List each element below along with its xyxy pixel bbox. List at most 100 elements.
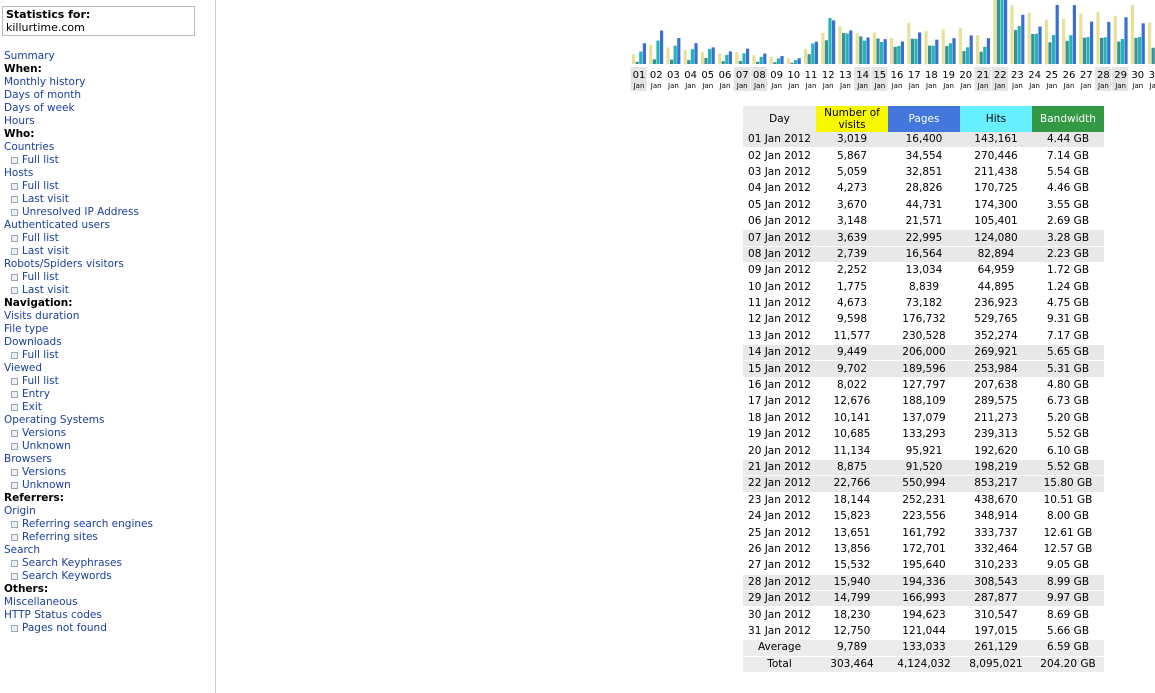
statistics-for-label: Statistics for: — [6, 8, 91, 21]
nav-subitem[interactable]: Referring search engines — [4, 518, 214, 531]
table-row: 17 Jan 2012 12,676 188,109 289,575 6.73 GB — [743, 394, 1104, 411]
cell-day: Total — [743, 656, 816, 673]
x-tick-month-label: Jan — [856, 82, 868, 90]
site-name: killurtime.com — [6, 21, 85, 34]
nav-subitem[interactable]: Full list — [4, 154, 214, 167]
table-row: 15 Jan 2012 9,702 189,596 253,984 5.31 GB — [743, 361, 1104, 378]
nav-subitem[interactable]: Versions — [4, 466, 214, 479]
cell-hits: 261,129 — [960, 640, 1032, 657]
cell-pages: 550,994 — [888, 476, 960, 493]
nav-link[interactable]: Miscellaneous — [4, 596, 78, 608]
x-tick-label: 14 — [856, 70, 869, 81]
nav-subitem[interactable]: Unknown — [4, 479, 214, 492]
nav-link[interactable]: Days of week — [4, 102, 75, 114]
nav-subitem[interactable]: Full list — [4, 349, 214, 362]
chart-bar — [900, 41, 904, 64]
nav-link[interactable]: Search — [4, 544, 41, 556]
chart-bar — [780, 55, 784, 64]
cell-bandwidth: 2.69 GB — [1032, 213, 1104, 231]
nav-subitem[interactable]: Entry — [4, 388, 214, 401]
cell-day: 11 Jan 2012 — [743, 295, 816, 313]
cell-hits: 529,765 — [960, 312, 1032, 329]
nav-subitem-label: Full list — [22, 154, 59, 166]
nav-link[interactable]: Summary — [4, 50, 55, 62]
cell-visits: 9,598 — [816, 312, 888, 329]
cell-hits: 170,725 — [960, 181, 1032, 198]
nav-section-heading: Navigation: — [4, 297, 73, 309]
nav-subitem[interactable]: Full list — [4, 232, 214, 245]
nav-subitem[interactable]: Pages not found — [4, 622, 214, 635]
cell-visits: 9,449 — [816, 345, 888, 362]
cell-hits: 239,313 — [960, 427, 1032, 444]
nav-subitem[interactable]: Full list — [4, 375, 214, 388]
nav-subitem[interactable]: Full list — [4, 180, 214, 193]
nav-subitem[interactable]: Exit — [4, 401, 214, 414]
sidebar-menu: Statistics for: killurtime.com Summary Wh… — [0, 0, 216, 693]
cell-day: Average — [743, 640, 816, 657]
chart-bar — [797, 58, 801, 64]
cell-visits: 3,019 — [816, 132, 888, 149]
nav-link[interactable]: Hosts — [4, 167, 34, 179]
cell-visits: 3,670 — [816, 197, 888, 214]
nav-subitem-label: Unknown — [22, 479, 71, 491]
cell-hits: 308,543 — [960, 574, 1032, 591]
chart-bar — [880, 41, 884, 64]
cell-bandwidth: 6.73 GB — [1032, 394, 1104, 411]
header-day: Day — [743, 106, 816, 132]
nav-subitem[interactable]: Unresolved IP Address — [4, 206, 214, 219]
x-tick-label: 31 — [1149, 70, 1155, 81]
nav-link[interactable]: Hours — [4, 115, 35, 127]
nav-link[interactable]: Origin — [4, 505, 36, 517]
chart-bar — [931, 45, 935, 64]
weekend-label-bg — [991, 67, 1008, 91]
chart-bar — [769, 56, 773, 64]
table-row: 03 Jan 2012 5,059 32,851 211,438 5.54 GB — [743, 164, 1104, 182]
nav-link[interactable]: Robots/Spiders visitors — [4, 258, 124, 270]
nav-subitem-label: Search Keyphrases — [22, 557, 122, 569]
chart-bar — [924, 31, 928, 65]
cell-visits: 13,856 — [816, 541, 888, 559]
x-tick-month-label: Jan — [667, 82, 679, 90]
cell-day: 28 Jan 2012 — [743, 574, 816, 591]
nav-link[interactable]: HTTP Status codes — [4, 609, 102, 621]
nav-link[interactable]: Viewed — [4, 362, 43, 374]
nav-subitem[interactable]: Full list — [4, 271, 214, 284]
weekend-label-bg — [630, 67, 647, 91]
nav-subitem[interactable]: Search Keywords — [4, 570, 214, 583]
nav-link[interactable]: Days of month — [4, 89, 82, 101]
nav-subitem[interactable]: Referring sites — [4, 531, 214, 544]
chart-bar — [986, 38, 990, 64]
nav-link[interactable]: Downloads — [4, 336, 62, 348]
nav-link[interactable]: Authenticated users — [4, 219, 110, 231]
nav-subitem[interactable]: Last visit — [4, 245, 214, 258]
table-row: 26 Jan 2012 13,856 172,701 332,464 12.57 GB — [743, 541, 1104, 559]
cell-bandwidth: 5.20 GB — [1032, 410, 1104, 428]
nav-subitem-label: Last visit — [22, 284, 69, 296]
chart-bar — [752, 55, 756, 64]
cell-bandwidth: 1.24 GB — [1032, 279, 1104, 296]
chart-bar — [1062, 18, 1066, 64]
nav-link[interactable]: Operating Systems — [4, 414, 105, 426]
nav-link[interactable]: Browsers — [4, 453, 53, 465]
cell-bandwidth: 4.44 GB — [1032, 132, 1104, 149]
nav-link[interactable]: Countries — [4, 141, 55, 153]
nav-subitem[interactable]: Last visit — [4, 193, 214, 206]
nav-subitem[interactable]: Search Keyphrases — [4, 557, 214, 570]
cell-visits: 10,141 — [816, 410, 888, 428]
nav-link[interactable]: File type — [4, 323, 49, 335]
nav-link[interactable]: Monthly history — [4, 76, 86, 88]
nav-link[interactable]: Visits duration — [4, 310, 80, 322]
x-tick-label: 24 — [1028, 70, 1041, 81]
cell-hits: 192,620 — [960, 443, 1032, 460]
cell-hits: 105,401 — [960, 213, 1032, 231]
nav-subitem[interactable]: Unknown — [4, 440, 214, 453]
chart-bar — [838, 26, 842, 65]
table-row: 20 Jan 2012 11,134 95,921 192,620 6.10 GB — [743, 443, 1104, 460]
chart-bar — [1141, 23, 1145, 64]
nav-subitem[interactable]: Versions — [4, 427, 214, 440]
cell-day: 22 Jan 2012 — [743, 476, 816, 493]
nav-subitem[interactable]: Last visit — [4, 284, 214, 297]
x-tick-month-label: Jan — [1080, 82, 1092, 90]
cell-visits: 9,789 — [816, 640, 888, 657]
chart-bar — [966, 47, 970, 64]
